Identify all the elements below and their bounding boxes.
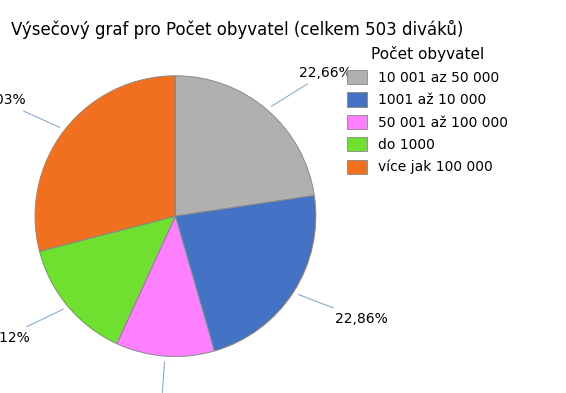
Text: 22,86%: 22,86% [298, 294, 388, 325]
Wedge shape [35, 76, 175, 251]
Legend: 10 001 az 50 000, 1001 až 10 000, 50 001 až 100 000, do 1000, více jak 100 000: 10 001 az 50 000, 1001 až 10 000, 50 001… [346, 46, 508, 174]
Text: 29,03%: 29,03% [0, 93, 59, 127]
Wedge shape [175, 196, 316, 351]
Text: 22,66%: 22,66% [271, 66, 352, 106]
Wedge shape [175, 76, 314, 216]
Text: Výsečový graf pro Počet obyvatel (celkem 503 diváků): Výsečový graf pro Počet obyvatel (celkem… [11, 20, 464, 39]
Text: 11,33%: 11,33% [135, 362, 188, 393]
Text: 14,12%: 14,12% [0, 309, 63, 345]
Wedge shape [117, 216, 215, 356]
Wedge shape [40, 216, 175, 344]
